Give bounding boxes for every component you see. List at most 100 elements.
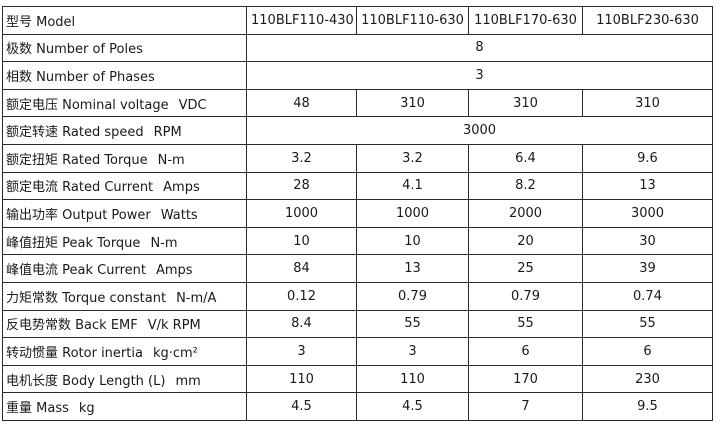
spec-value: 10 — [246, 226, 357, 256]
model-name: 110BLF230-630 — [582, 6, 713, 35]
model-name: 110BLF110-430 — [246, 6, 357, 35]
spec-label-cell: 电机长度 Body Length (L) mm — [2, 364, 247, 394]
spec-label-cell: 额定转速 Rated speed RPM — [2, 116, 247, 145]
spec-label-cell: 峰值扭矩 Peak Torque N-m — [2, 226, 247, 256]
spec-value: 2000 — [468, 199, 583, 228]
spec-unit: Amps — [163, 180, 200, 196]
spec-label-cell: 额定扭矩 Rated Torque N-m — [2, 143, 247, 173]
spec-value: 170 — [468, 364, 583, 394]
spec-value: 55 — [356, 309, 469, 339]
spec-row: 反电势常数 Back EMF V/k RPM 8.4 55 55 55 — [2, 309, 713, 339]
spec-unit: N-m — [157, 152, 185, 168]
spec-unit: mm — [175, 373, 201, 389]
spec-label-cell: 力矩常数 Torque constant N-m/A — [2, 281, 247, 311]
spec-value: 55 — [582, 309, 713, 339]
spec-unit: Amps — [155, 263, 193, 279]
spec-value: 4.5 — [246, 392, 357, 421]
spec-value: 310 — [582, 88, 713, 118]
spec-row: 峰值扭矩 Peak Torque N-m 10 10 20 30 — [2, 226, 713, 256]
spec-value: 48 — [246, 88, 357, 118]
spec-value: 7 — [468, 392, 583, 421]
spec-value: 13 — [582, 171, 713, 201]
spec-row: 重量 Mass kg 4.5 4.5 7 9.5 — [2, 392, 713, 421]
spec-label-cell: 重量 Mass kg — [2, 392, 247, 421]
spec-value: 6.4 — [468, 143, 583, 173]
spec-unit: V/k RPM — [147, 318, 201, 334]
model-name: 110BLF110-630 — [356, 6, 469, 35]
motor-spec-table: 型号 Model 110BLF110-430 110BLF110-630 110… — [2, 6, 713, 421]
spec-value: 39 — [582, 254, 713, 283]
spec-value: 3000 — [582, 199, 713, 228]
spec-value: 25 — [468, 254, 583, 283]
spec-row: 力矩常数 Torque constant N-m/A 0.12 0.79 0.79 0.7… — [2, 281, 713, 311]
spec-value: 9.6 — [582, 143, 713, 173]
spec-row: 额定扭矩 Rated Torque N-m 3.2 3.2 6.4 9.6 — [2, 143, 713, 173]
spec-unit: VDC — [178, 97, 207, 113]
spec-label: 输出功率 Output Power — [6, 207, 151, 223]
spec-label: 额定转速 Rated speed — [6, 125, 144, 141]
spec-label: 峰值电流 Peak Current — [6, 263, 146, 279]
spec-label: 力矩常数 Torque constant — [6, 290, 167, 306]
spec-value: 230 — [582, 364, 713, 394]
spec-label-cell: 极数 Number of Poles — [2, 33, 247, 63]
spec-label: 极数 Number of Poles — [6, 42, 143, 58]
model-header-label: 型号 Model — [2, 6, 247, 35]
spec-value: 8.4 — [246, 309, 357, 339]
spec-value: 30 — [582, 226, 713, 256]
spec-value: 110 — [246, 364, 357, 394]
spec-value: 4.5 — [356, 392, 469, 421]
spec-label-cell: 相数 Number of Phases — [2, 61, 247, 90]
spec-value: 13 — [356, 254, 469, 283]
spec-label-cell: 反电势常数 Back EMF V/k RPM — [2, 309, 247, 339]
spec-unit: RPM — [153, 125, 182, 141]
spec-value: 1000 — [356, 199, 469, 228]
spec-row: 电机长度 Body Length (L) mm 110 110 170 230 — [2, 364, 713, 394]
spec-row: 额定电流 Rated Current Amps 28 4.1 8.2 13 — [2, 171, 713, 201]
spec-label: 转动惯量 Rotor inertia — [6, 345, 143, 361]
spec-label-cell: 额定电压 Nominal voltage VDC — [2, 88, 247, 118]
spec-unit: Watts — [160, 207, 198, 223]
spec-value: 6 — [582, 337, 713, 366]
spec-unit: N-m — [150, 235, 178, 251]
spec-label: 峰值扭矩 Peak Torque — [6, 235, 141, 251]
spec-table-body: 型号 Model 110BLF110-430 110BLF110-630 110… — [2, 6, 713, 421]
spec-value: 0.79 — [356, 281, 469, 311]
spec-row: 峰值电流 Peak Current Amps 84 13 25 39 — [2, 254, 713, 283]
spec-value: 3.2 — [356, 143, 469, 173]
spec-value: 310 — [468, 88, 583, 118]
spec-unit: N-m/A — [176, 290, 217, 306]
model-name: 110BLF170-630 — [468, 6, 583, 35]
spec-label-cell: 输出功率 Output Power Watts — [2, 199, 247, 228]
spec-value: 0.12 — [246, 281, 357, 311]
spec-value: 1000 — [246, 199, 357, 228]
spec-value: 84 — [246, 254, 357, 283]
spec-row: 相数 Number of Phases 3 — [2, 61, 713, 90]
spec-label: 反电势常数 Back EMF — [6, 318, 138, 334]
spec-label: 电机长度 Body Length (L) — [6, 373, 166, 389]
spec-unit: kg·cm² — [152, 345, 198, 361]
spec-value: 0.79 — [468, 281, 583, 311]
spec-value: 310 — [356, 88, 469, 118]
spec-value: 20 — [468, 226, 583, 256]
spec-label: 额定电流 Rated Current — [6, 180, 154, 196]
spec-value: 8.2 — [468, 171, 583, 201]
spec-label: 相数 Number of Phases — [6, 69, 155, 85]
spec-label: 额定电压 Nominal voltage — [6, 97, 169, 113]
spec-value: 110 — [356, 364, 469, 394]
spec-value: 3 — [246, 337, 357, 366]
spec-row: 额定电压 Nominal voltage VDC 48 310 310 310 — [2, 88, 713, 118]
spec-unit: kg — [78, 401, 95, 417]
spec-value: 9.5 — [582, 392, 713, 421]
spec-value-shared: 8 — [246, 33, 713, 63]
spec-label-cell: 转动惯量 Rotor inertia kg·cm² — [2, 337, 247, 366]
spec-label-cell: 额定电流 Rated Current Amps — [2, 171, 247, 201]
spec-value: 28 — [246, 171, 357, 201]
spec-row: 输出功率 Output Power Watts 1000 1000 2000 3000 — [2, 199, 713, 228]
header-row: 型号 Model 110BLF110-430 110BLF110-630 110… — [2, 6, 713, 35]
spec-row: 极数 Number of Poles 8 — [2, 33, 713, 63]
spec-value: 55 — [468, 309, 583, 339]
spec-label: 重量 Mass — [6, 401, 69, 417]
spec-label-cell: 峰值电流 Peak Current Amps — [2, 254, 247, 283]
spec-label: 额定扭矩 Rated Torque — [6, 152, 148, 168]
spec-value: 6 — [468, 337, 583, 366]
